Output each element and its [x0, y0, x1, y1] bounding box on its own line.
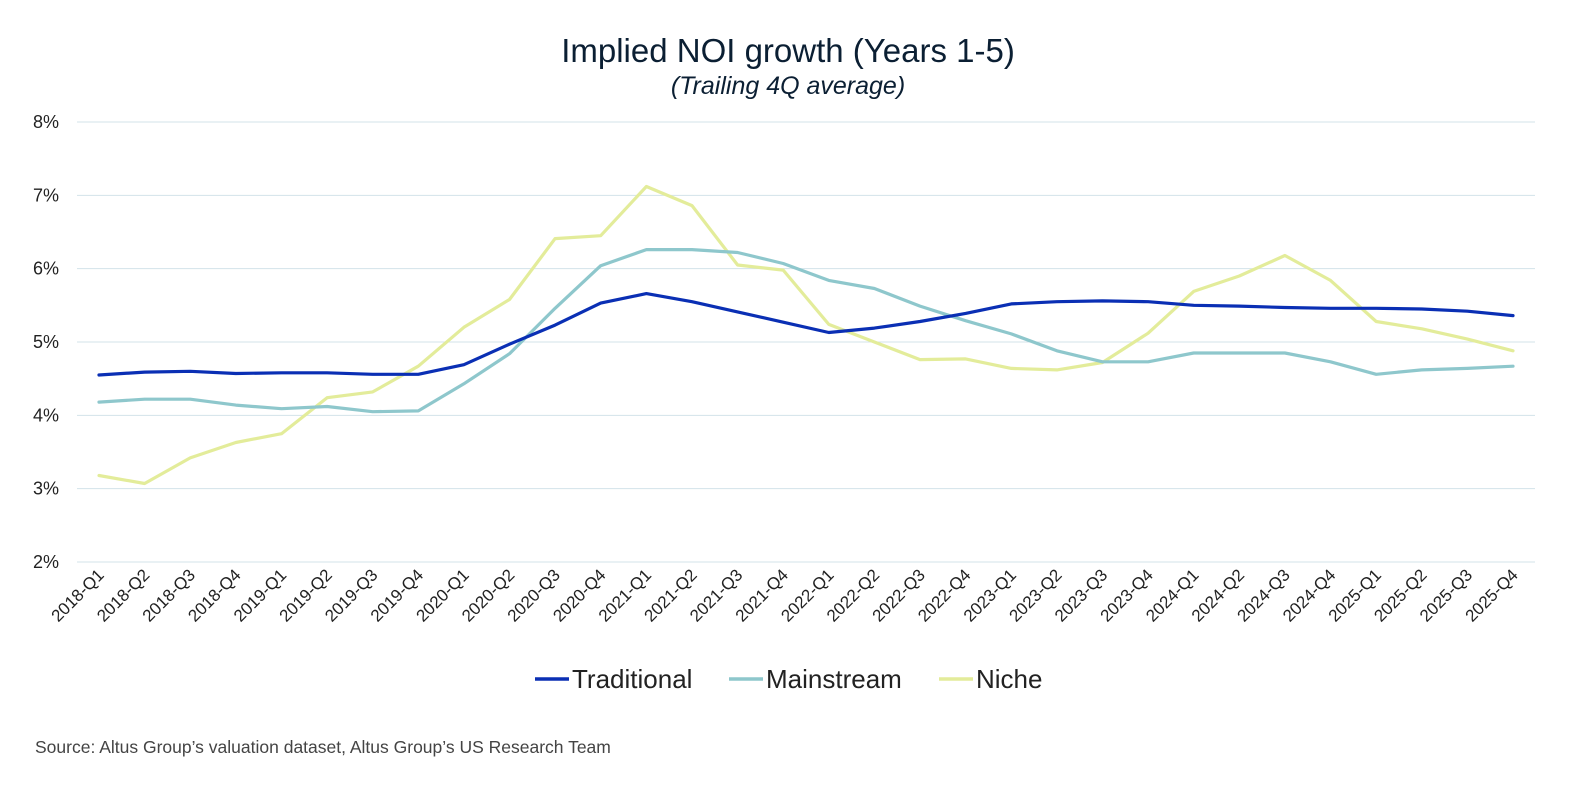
series-line-niche [97, 184, 1515, 486]
legend: Traditional Mainstream Niche [535, 664, 1042, 694]
x-axis: 2018-Q12018-Q22018-Q32018-Q42019-Q12019-… [48, 565, 1522, 625]
legend-label-niche: Niche [976, 664, 1042, 694]
y-tick-label: 3% [33, 479, 59, 499]
y-axis: 2% 3% 4% 5% 6% 7% 8% [33, 112, 59, 572]
y-tick-label: 2% [33, 552, 59, 572]
series-line-mainstream [97, 248, 1515, 414]
chart-subtitle: (Trailing 4Q average) [671, 72, 905, 100]
y-tick-label: 4% [33, 405, 59, 425]
y-tick-label: 5% [33, 332, 59, 352]
source-note: Source: Altus Group’s valuation dataset,… [35, 737, 611, 757]
chart-title: Implied NOI growth (Years 1-5) [561, 32, 1015, 69]
y-tick-label: 6% [33, 259, 59, 279]
gridlines [77, 121, 1535, 563]
y-tick-label: 8% [33, 112, 59, 132]
legend-label-mainstream: Mainstream [766, 664, 902, 694]
series-lines [97, 184, 1515, 486]
legend-label-traditional: Traditional [572, 664, 692, 694]
series-line-traditional [97, 292, 1515, 377]
y-tick-label: 7% [33, 185, 59, 205]
